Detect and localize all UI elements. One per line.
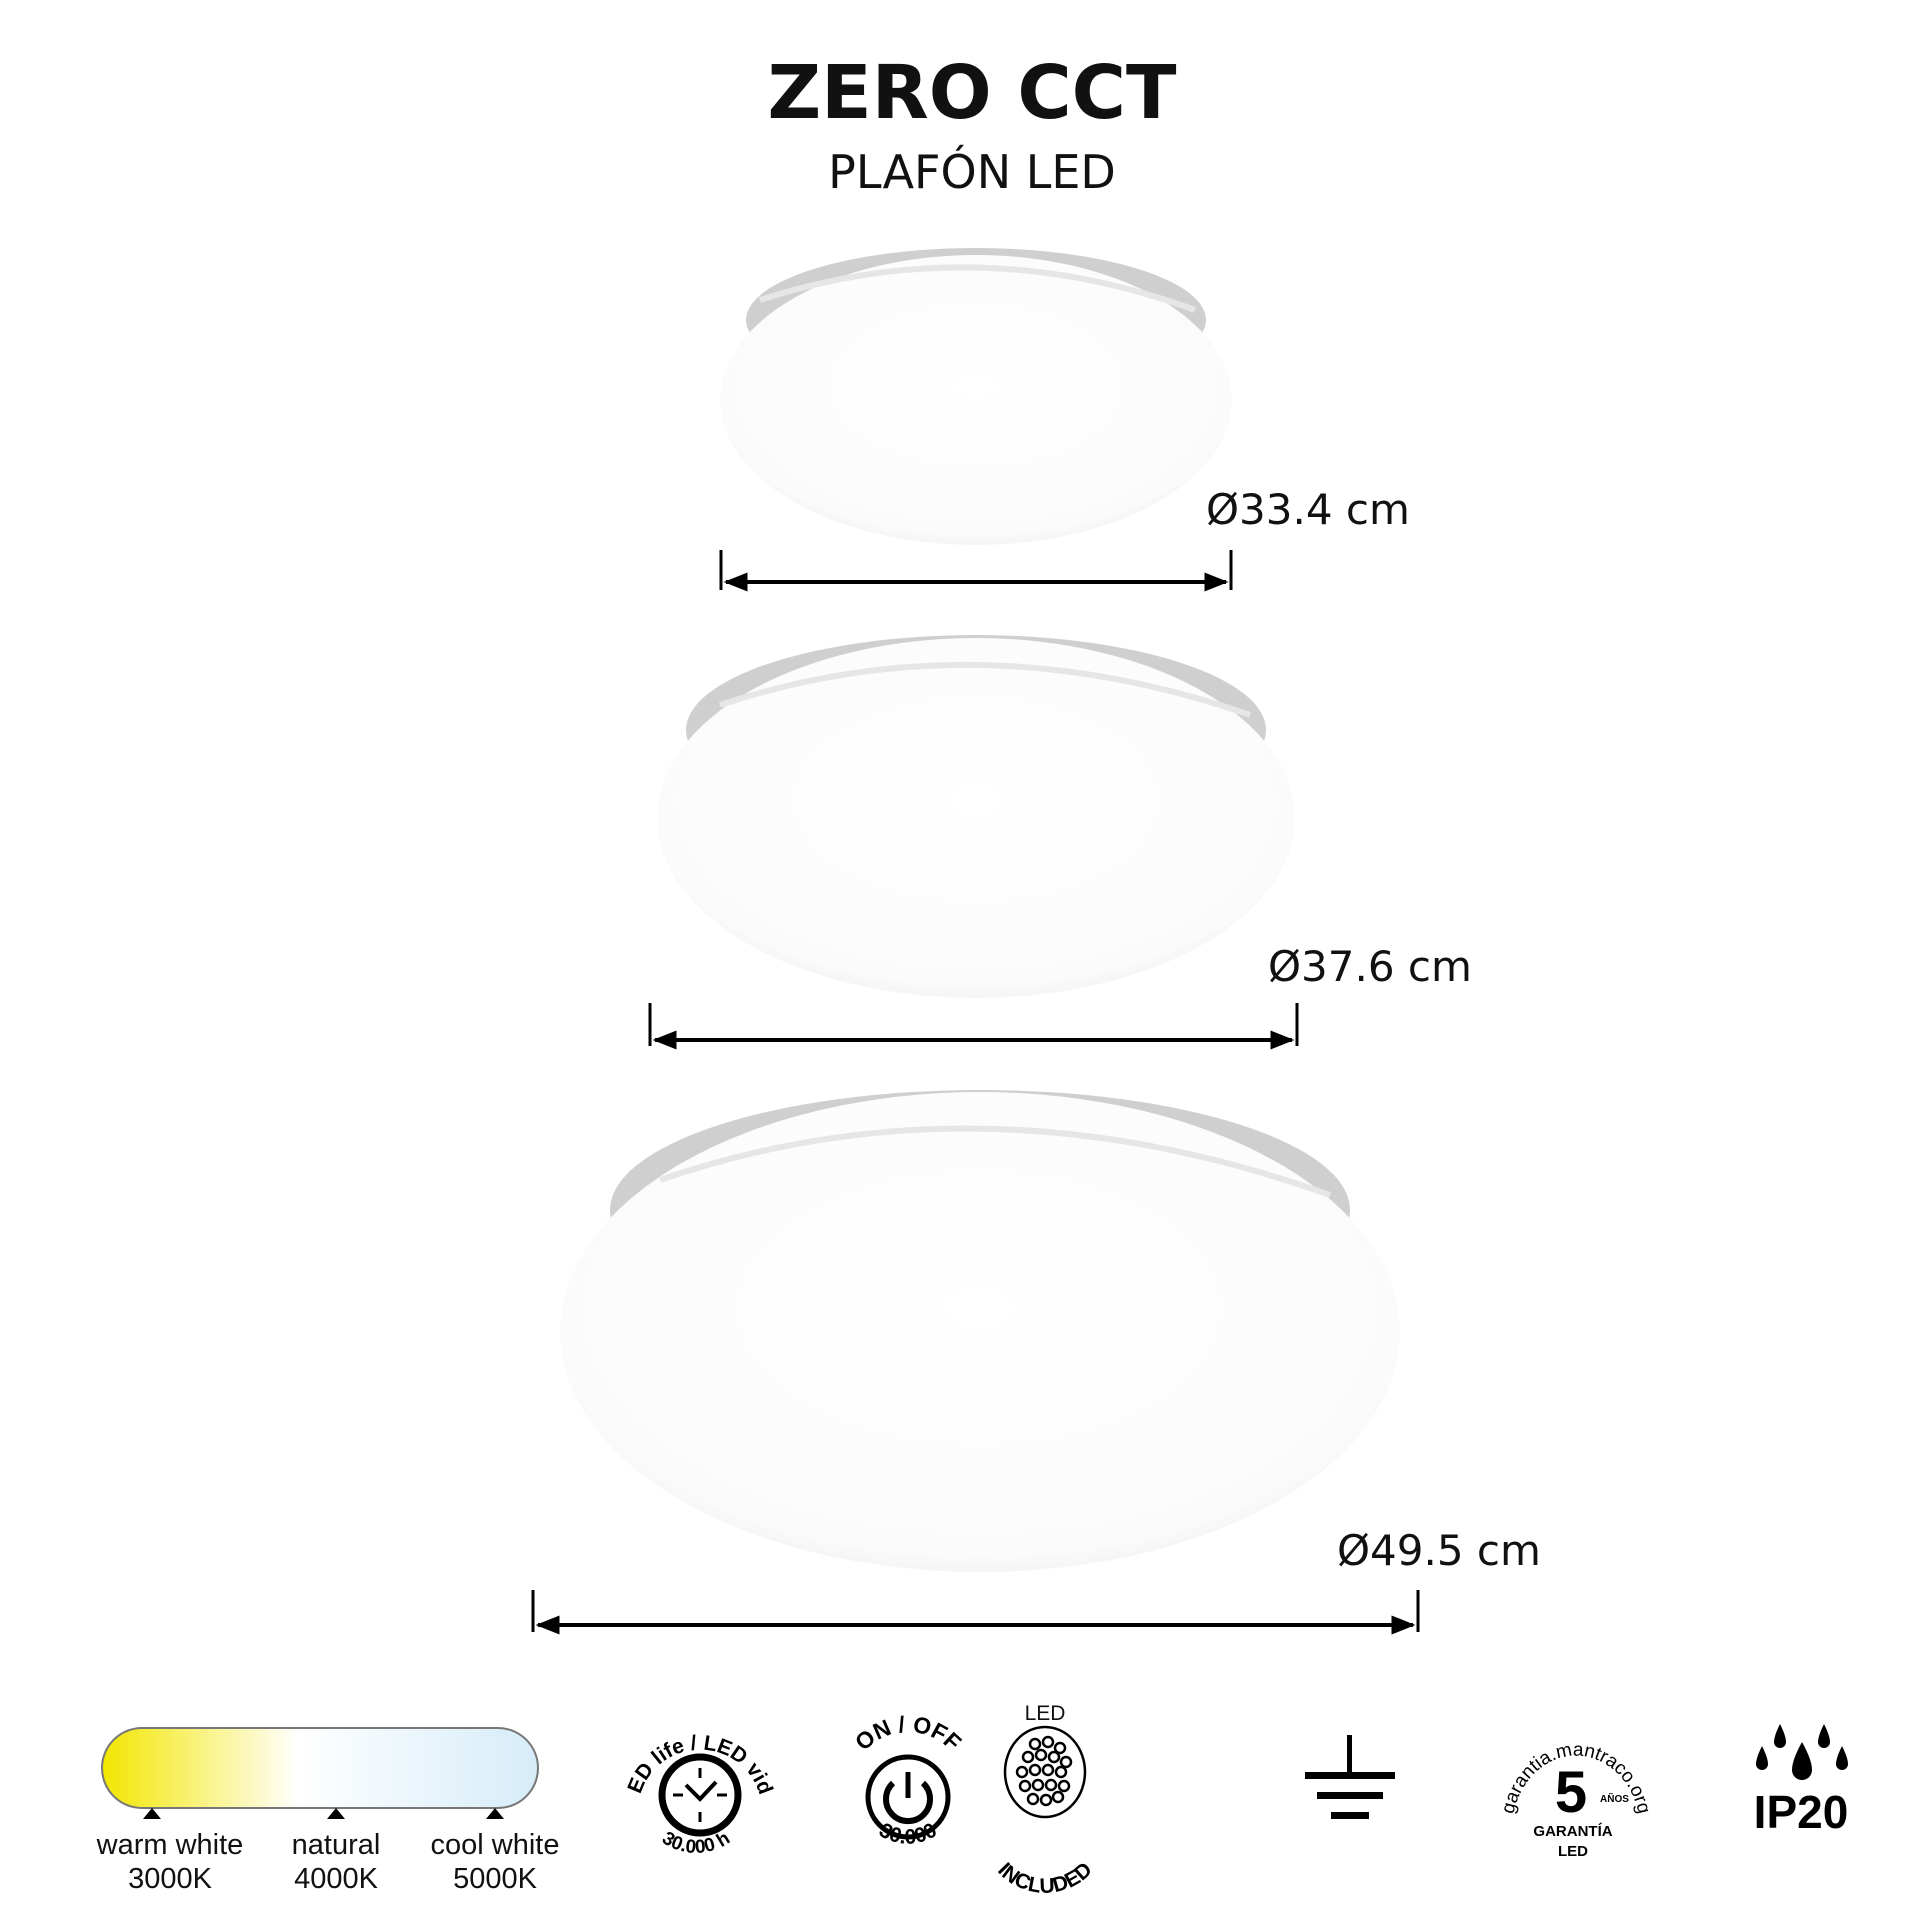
- on-off-top-text: ON / OFF: [850, 1711, 966, 1756]
- water-drops-icon: [1756, 1724, 1848, 1780]
- led-included-top-text: LED: [1025, 1702, 1066, 1725]
- cct-natural-value: 4000K: [294, 1863, 379, 1895]
- lamp-small: [720, 248, 1232, 545]
- diameter-label-large: Ø49.5 cm: [1337, 1526, 1541, 1575]
- power-icon: [865, 1754, 951, 1840]
- clock-icon: [658, 1753, 742, 1837]
- svg-text:LED life / LED vida: LED life / LED vida: [0, 0, 777, 1797]
- cct-cool-value: 5000K: [453, 1863, 538, 1895]
- lamp-large: [560, 1090, 1400, 1572]
- warranty-line1: GARANTÍA: [1533, 1823, 1612, 1840]
- warranty-unit: AÑOS: [1600, 1792, 1629, 1805]
- on-off-badge: ON / OFF 30.000: [850, 1711, 966, 1849]
- cct-cool-name: cool white: [431, 1829, 560, 1861]
- ip-rating-badge: IP20: [1754, 1724, 1849, 1838]
- warranty-badge: garantia.mantraco.org 5 AÑOS GARANTÍA LE…: [1498, 1740, 1655, 1860]
- ground-icon: [1305, 1735, 1395, 1819]
- warranty-line2: LED: [1558, 1843, 1588, 1860]
- warranty-years: 5: [1555, 1760, 1587, 1825]
- diameter-label-small: Ø33.4 cm: [1206, 485, 1410, 534]
- svg-text:INCLUDED: INCLUDED: [993, 1858, 1096, 1898]
- led-included-badge: LED INCLUDED: [993, 1702, 1096, 1898]
- led-included-bottom-text: INCLUDED: [993, 1858, 1096, 1898]
- led-life-badge: LED life / LED vida 30.000 h: [0, 0, 777, 1858]
- page-subtitle: PLAFÓN LED: [828, 145, 1116, 199]
- diameter-label-medium: Ø37.6 cm: [1268, 942, 1472, 991]
- color-temperature-scale: warm white 3000K natural 4000K cool whit…: [96, 1727, 560, 1895]
- led-life-top-text: LED life / LED vida: [0, 0, 777, 1797]
- ip-rating-label: IP20: [1754, 1786, 1849, 1838]
- svg-text:ON / OFF: ON / OFF: [850, 1711, 966, 1756]
- led-cluster-icon: [1003, 1725, 1087, 1819]
- cct-warm-name: warm white: [96, 1829, 244, 1861]
- page-title: ZERO CCT: [768, 50, 1177, 136]
- lamp-medium: [657, 635, 1295, 998]
- cct-natural-name: natural: [292, 1829, 381, 1861]
- cct-warm-value: 3000K: [128, 1863, 213, 1895]
